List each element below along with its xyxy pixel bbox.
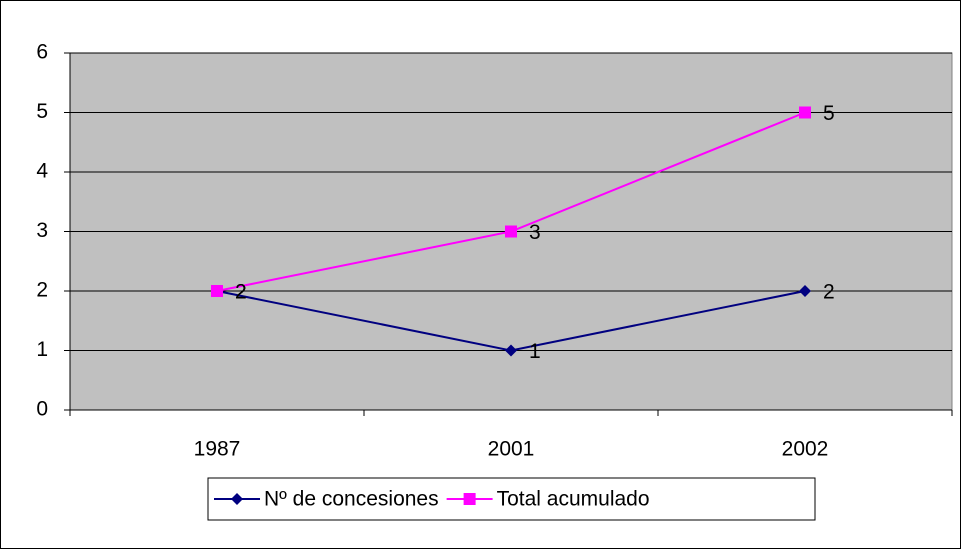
- data-label: 2: [235, 281, 247, 304]
- legend-label: Nº de concesiones: [264, 488, 439, 511]
- legend-box: [207, 477, 816, 521]
- data-point: [505, 344, 517, 357]
- data-label: 5: [823, 102, 835, 125]
- y-tick-label: 5: [36, 100, 48, 123]
- x-tick-label: 2002: [782, 438, 829, 461]
- y-tick-label: 1: [36, 338, 48, 361]
- data-point: [799, 106, 811, 119]
- legend-marker: [463, 493, 476, 505]
- legend-marker: [231, 493, 243, 505]
- y-tick-label: 4: [36, 160, 48, 183]
- y-tick-label: 3: [36, 219, 48, 242]
- data-label: 1: [529, 340, 541, 363]
- x-tick-label: 1987: [194, 438, 241, 461]
- data-point: [799, 285, 811, 297]
- y-tick-label: 0: [36, 398, 48, 421]
- y-tick-label: 2: [36, 279, 48, 302]
- data-point: [211, 285, 223, 297]
- data-label: 2: [823, 281, 835, 304]
- data-label: 3: [529, 221, 541, 244]
- data-point: [505, 225, 517, 238]
- legend-label: Total acumulado: [497, 488, 650, 511]
- data-label: 2: [235, 281, 247, 304]
- y-tick-label: 6: [36, 41, 48, 64]
- x-tick-label: 2001: [488, 438, 535, 461]
